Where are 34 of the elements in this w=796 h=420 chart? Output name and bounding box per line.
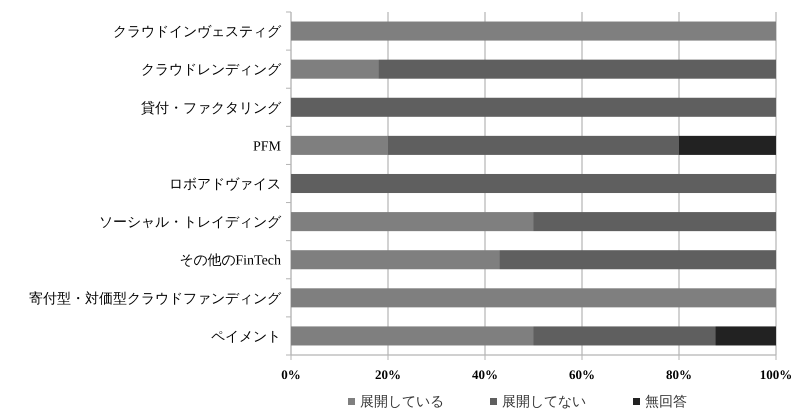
- y-tick-label: その他のFinTech: [179, 252, 281, 269]
- bar: [291, 288, 776, 308]
- bar: [291, 174, 776, 194]
- y-tick-label: クラウドレンディング: [141, 63, 282, 78]
- y-tick-label: PFM: [252, 139, 282, 154]
- bar: [291, 326, 534, 346]
- y-tick-label: クラウドインヴェスティグ: [113, 24, 282, 40]
- bar: [291, 98, 776, 117]
- bar: [534, 212, 776, 232]
- bar: [291, 212, 534, 232]
- x-tick-label: 40%: [472, 367, 498, 382]
- bar: [534, 326, 716, 346]
- x-tick-label: 80%: [666, 367, 692, 382]
- bar: [679, 136, 776, 155]
- bar: [291, 250, 500, 270]
- bar: [378, 60, 776, 79]
- y-tick-label: ロボアドヴァイス: [169, 176, 281, 192]
- x-tick-label: 100%: [760, 367, 792, 382]
- y-tick-label: ソーシャル・トレイディング: [99, 216, 282, 231]
- legend-label: 無回答: [645, 394, 687, 410]
- x-tick-label: 0%: [281, 367, 301, 382]
- x-tick-label: 60%: [569, 367, 595, 382]
- bar: [291, 136, 388, 155]
- bar: [291, 60, 378, 79]
- bar: [500, 250, 776, 270]
- legend-label: 展開している: [360, 394, 444, 410]
- y-tick-label: ペイメント: [211, 330, 281, 345]
- bar: [715, 326, 776, 346]
- bar: [291, 22, 776, 41]
- x-tick-label: 20%: [375, 367, 401, 382]
- y-tick-label: 寄付型・対価型クラウドファンディング: [29, 290, 282, 307]
- y-tick-label: 貸付・ファクタリング: [141, 100, 282, 116]
- bar: [388, 136, 679, 155]
- legend-label: 展開してない: [502, 394, 586, 410]
